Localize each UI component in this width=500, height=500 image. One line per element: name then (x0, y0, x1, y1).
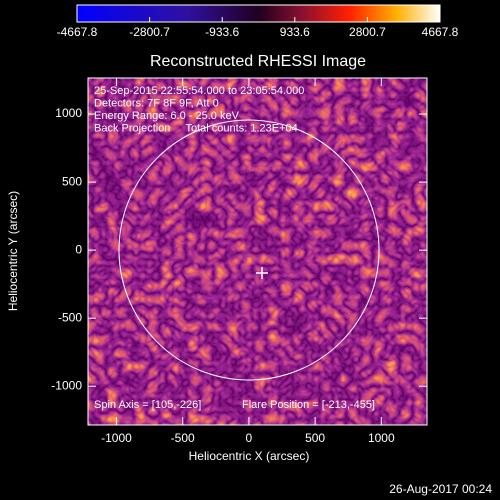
x-tick-label: 1000 (368, 431, 395, 445)
x-tick-label: -500 (171, 431, 195, 445)
y-tick-label: 500 (62, 174, 82, 188)
colorbar (76, 4, 441, 23)
center-cross (256, 267, 268, 279)
annotation: 25-Sep-2015 22:55:54.000 to 23:05:54.000 (94, 85, 304, 97)
y-tick-label: -1000 (51, 378, 82, 392)
colorbar-tick-label: -4667.8 (57, 25, 98, 39)
y-axis-label: Heliocentric Y (arcsec) (6, 191, 20, 311)
image (88, 78, 427, 425)
annotation: Back Projection Total counts: 1.23E+04 (94, 122, 298, 134)
colorbar-tick-label: -2800.7 (129, 25, 170, 39)
plot-frame (87, 77, 428, 426)
y-tick-label: 1000 (55, 106, 82, 120)
x-tick-label: -1000 (101, 431, 132, 445)
x-tick-label: 500 (305, 431, 325, 445)
annotation: Flare Position = [-213,-455] (242, 399, 375, 411)
x-axis-label: Heliocentric X (arcsec) (189, 449, 310, 463)
colorbar-tick-label: 2800.7 (349, 25, 386, 39)
colorbar-tick-label: -933.6 (205, 25, 239, 39)
x-tick-label: 0 (246, 431, 253, 445)
y-tick-label: 0 (75, 242, 82, 256)
annotation: Detectors: 7F 8F 9F, Att 0 (94, 97, 219, 109)
annotation: Spin Axis = [105,-226] (94, 399, 201, 411)
timestamp: 26-Aug-2017 00:24 (389, 482, 492, 496)
image-texture (88, 78, 427, 425)
chart-title: Reconstructed RHESSI Image (150, 53, 366, 70)
y-tick-label: -500 (58, 310, 82, 324)
colorbar-tick-label: 4667.8 (422, 25, 459, 39)
annotation: Energy Range: 6.0 - 25.0 keV (94, 110, 240, 122)
colorbar-tick-label: 933.6 (280, 25, 310, 39)
solar-limb (118, 119, 380, 381)
